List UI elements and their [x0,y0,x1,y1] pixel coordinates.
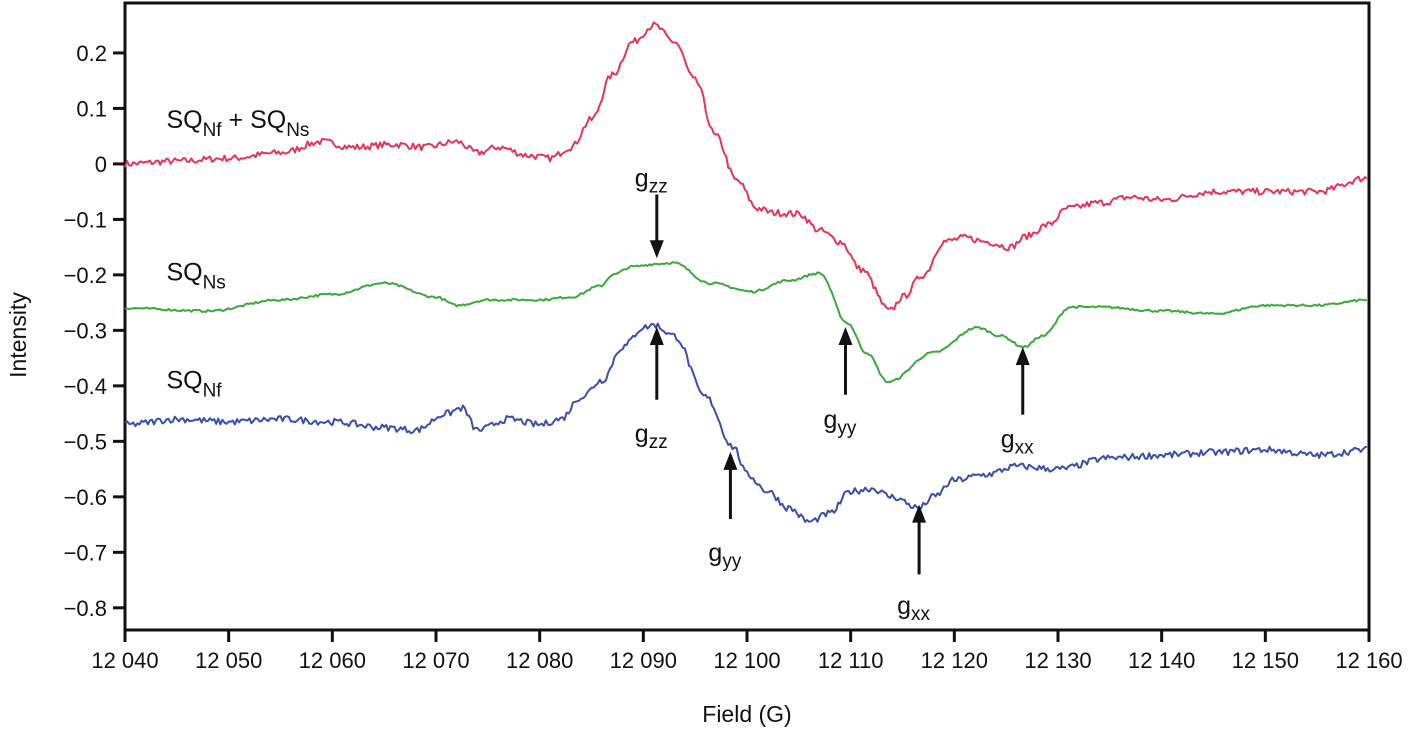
g-tensor-label: gzz [635,420,668,453]
arrow-head-icon [1015,347,1030,366]
x-tick-label: 12 120 [921,648,988,673]
label-subscript: zz [649,177,668,198]
label-text: g [635,165,649,193]
series-label: SQNf [166,367,222,402]
series-line-2 [124,322,1368,523]
x-tick-label: 12 050 [195,648,262,673]
label-subscript: Nf [203,120,223,141]
arrow-head-icon [912,504,927,523]
y-axis-title: Intensity [5,292,31,378]
g-tensor-label: gyy [823,406,856,439]
x-tick-label: 12 080 [506,648,573,673]
label-text: SQ [166,106,202,134]
label-text: + SQ [222,106,287,134]
series-lines [124,21,1368,523]
label-text: g [708,539,722,567]
label-subscript: zz [649,432,668,453]
y-axis: 0.2 0.1 0 −0.1 −0.2 −0.3 −0.4 −0.5 −0.6 −0.7 −0.8 [64,41,125,621]
y-tick-label: −0.8 [64,596,107,621]
label-subscript: Ns [203,272,226,293]
g-tensor-label: gzz [635,165,668,198]
x-tick-label: 12 110 [818,648,884,673]
label-text: SQ [166,258,202,286]
label-text: g [897,592,911,620]
label-text: g [1001,425,1015,453]
y-tick-label: −0.2 [64,263,107,288]
g-tensor-label: gyy [708,539,741,572]
label-text: g [635,420,649,448]
series-line-1 [125,261,1368,384]
y-tick-label: −0.1 [64,207,107,232]
x-tick-label: 12 070 [402,648,469,673]
x-axis: 12 040 12 050 12 060 12 070 12 080 12 090 12 1… [91,630,1403,673]
x-tick-label: 12 150 [1232,648,1299,673]
series-line-0 [124,21,1368,311]
y-tick-label: −0.7 [64,540,107,565]
x-tick-label: 12 130 [1024,648,1091,673]
y-tick-label: −0.4 [64,374,107,399]
label-subscript: xx [1015,437,1035,458]
arrow-head-icon [649,327,664,346]
label-text: SQ [166,367,202,395]
label-subscript: Nf [203,381,223,402]
arrow-head-icon [649,240,664,259]
plot-frame [123,1,1371,632]
arrow-head-icon [838,327,853,346]
y-tick-label: −0.5 [64,429,107,454]
g-tensor-label: gxx [897,592,930,625]
arrow-head-icon [723,451,738,470]
label-subscript: yy [837,418,857,439]
label-text: g [823,406,837,434]
label-subscript: Ns [286,120,309,141]
g-tensor-label: gxx [1001,425,1034,458]
y-tick-label: −0.3 [64,318,107,343]
x-tick-label: 12 100 [713,648,780,673]
y-tick-label: 0.2 [76,41,107,66]
x-tick-label: 12 060 [299,648,366,673]
series-label: SQNs [166,258,225,293]
x-tick-label: 12 090 [610,648,677,673]
y-tick-label: 0 [95,152,107,177]
label-subscript: xx [911,604,931,625]
x-tick-label: 12 140 [1128,648,1195,673]
y-tick-label: −0.6 [64,485,107,510]
x-tick-label: 12 040 [91,648,158,673]
x-axis-title: Field (G) [702,701,791,727]
series-label: SQNf + SQNs [166,106,309,141]
label-subscript: yy [722,551,742,572]
y-tick-label: 0.1 [76,96,107,121]
x-tick-label: 12 160 [1335,648,1402,673]
